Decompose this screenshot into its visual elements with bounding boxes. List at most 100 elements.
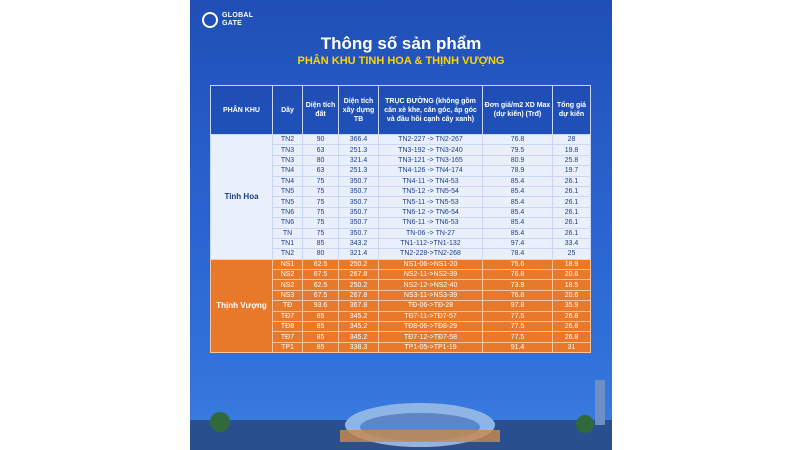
cell: 77.5: [482, 331, 553, 343]
cell: 85: [302, 310, 339, 323]
cell: TN2: [272, 133, 303, 146]
cell: 77.5: [482, 321, 553, 333]
cell: 31: [552, 341, 591, 354]
cell: 250.2: [338, 258, 379, 271]
cell: TĐ: [272, 300, 303, 312]
cell: TN5: [272, 196, 303, 208]
cell: TN2-227 -> TN2-267: [378, 133, 483, 146]
tower: [595, 380, 605, 425]
table-row: TN5 75 350.7 TN5-11 -> TN5-53 85.4 26.1: [211, 196, 591, 208]
cell: 76.8: [482, 289, 553, 302]
cell: TP1: [272, 341, 303, 354]
table-row: TN3 63 251.3 TN3-192 -> TN3-240 79.5 19.8: [211, 144, 591, 156]
product-table: PHÂN KHU Dãy Diện tích đất Diện tích xây dự…: [210, 85, 591, 354]
header-cell: PHÂN KHU: [210, 85, 273, 135]
cell: 80: [302, 248, 339, 260]
cell: 76.8: [482, 133, 553, 146]
cell: 20.6: [552, 269, 591, 281]
cell: TN4: [272, 175, 303, 187]
cell: TN3: [272, 154, 303, 167]
cell: 73.9: [482, 279, 553, 291]
cell: 321.4: [338, 154, 379, 167]
cell: 251.3: [338, 144, 379, 156]
cell: NS2-11->NS2-39: [378, 269, 483, 281]
table-row: NS3 67.5 267.8 NS3-11->NS3-39 76.8 20.6: [211, 289, 591, 302]
cell: TP1-05->TP1-19: [378, 341, 483, 354]
cell: TN3-121 -> TN3-165: [378, 154, 483, 167]
cell: 85.4: [482, 217, 553, 229]
cell: TN1-112->TN1-132: [378, 237, 483, 250]
cell: 75: [302, 206, 339, 219]
cell: TN6-12 -> TN6-54: [378, 206, 483, 219]
header-cell: Diện tích đất: [302, 85, 339, 135]
header-row: PHÂN KHU Dãy Diện tích đất Diện tích xây dự…: [210, 85, 591, 135]
logo-line: GATE: [222, 20, 243, 27]
cell: 85: [302, 341, 339, 354]
cell: NS2: [272, 269, 303, 281]
poster: GLOBAL GATE Thông số sản phẩm PHÂN KHU T…: [190, 0, 612, 450]
cell: 26.1: [552, 196, 591, 208]
tree: [210, 412, 230, 432]
cell: 345.2: [338, 331, 379, 343]
table-row: TN1 85 343.2 TN1-112->TN1-132 97.4 33.4: [211, 237, 591, 250]
cell: 345.2: [338, 321, 379, 333]
cell: 343.2: [338, 237, 379, 250]
cell: TĐ8-06->TĐ8-29: [378, 321, 483, 333]
cell: 321.4: [338, 248, 379, 260]
cell: 350.7: [338, 227, 379, 239]
cell: 85.4: [482, 196, 553, 208]
logo: GLOBAL GATE: [202, 12, 253, 28]
building-illustration: [190, 380, 612, 450]
group-cell: Thịnh Vượng: [210, 258, 273, 354]
cell: 18.5: [552, 279, 591, 291]
cell: 366.4: [338, 133, 379, 146]
header-cell: TRỤC ĐƯỜNG (không gồm căn xè khe, căn gó…: [378, 85, 483, 135]
logo-icon: [202, 12, 218, 28]
cell: 75.6: [482, 258, 553, 271]
cell: 367.8: [338, 300, 379, 312]
cell: TN-06 -> TN-27: [378, 227, 483, 239]
cell: TN6: [272, 206, 303, 219]
cell: 67.5: [302, 289, 339, 302]
cell: 26.1: [552, 227, 591, 239]
header-cell: Dãy: [272, 85, 303, 135]
cell: 67.5: [302, 269, 339, 281]
cell: 91.4: [482, 341, 553, 354]
cell: TN5-11 -> TN5-53: [378, 196, 483, 208]
title: Thông số sản phẩm: [320, 34, 482, 53]
cell: 75: [302, 227, 339, 239]
table-body: Tinh Hoa TN2 90 366.4 TN2-227 -> TN2-267 76.8…: [210, 133, 591, 354]
cell: 85.4: [482, 185, 553, 198]
table-row: TN4 75 350.7 TN4-11 -> TN4-53 85.4 26.1: [211, 175, 591, 187]
cell: 85.4: [482, 227, 553, 239]
cell: TĐ7-11->TĐ7-57: [378, 310, 483, 323]
cell: TN2: [272, 248, 303, 260]
cell: 85.4: [482, 175, 553, 187]
cell: TĐ-06->TĐ-28: [378, 300, 483, 312]
table-row: TN6 75 350.7 TN6-11 -> TN6-53 85.4 26.1: [211, 217, 591, 229]
cell: 26.1: [552, 185, 591, 198]
cell: TN3-192 -> TN3-240: [378, 144, 483, 156]
header-cell: Diện tích xây dựng TB: [338, 85, 379, 135]
cell: 345.2: [338, 310, 379, 323]
cell: 18.9: [552, 258, 591, 271]
cell: 19.8: [552, 144, 591, 156]
cell: 350.7: [338, 217, 379, 229]
cell: 97.4: [482, 237, 553, 250]
cell: 26.1: [552, 206, 591, 219]
cell: TN2-228->TN2-268: [378, 248, 483, 260]
cell: TN6-11 -> TN6-53: [378, 217, 483, 229]
cell: 85: [302, 321, 339, 333]
cell: NS2-12->NS2-40: [378, 279, 483, 291]
cell: 90: [302, 133, 339, 146]
cell: TN3: [272, 144, 303, 156]
cell: 26.1: [552, 175, 591, 187]
cell: TĐ7-12->TĐ7-58: [378, 331, 483, 343]
cell: 75: [302, 175, 339, 187]
cell: NS1-06->NS1-20: [378, 258, 483, 271]
cell: 20.6: [552, 289, 591, 302]
cell: 350.7: [338, 206, 379, 219]
cell: 63: [302, 165, 339, 177]
cell: 75: [302, 196, 339, 208]
table-row: TĐ 93.6 367.8 TĐ-06->TĐ-28 97.8 35.9: [211, 300, 591, 312]
